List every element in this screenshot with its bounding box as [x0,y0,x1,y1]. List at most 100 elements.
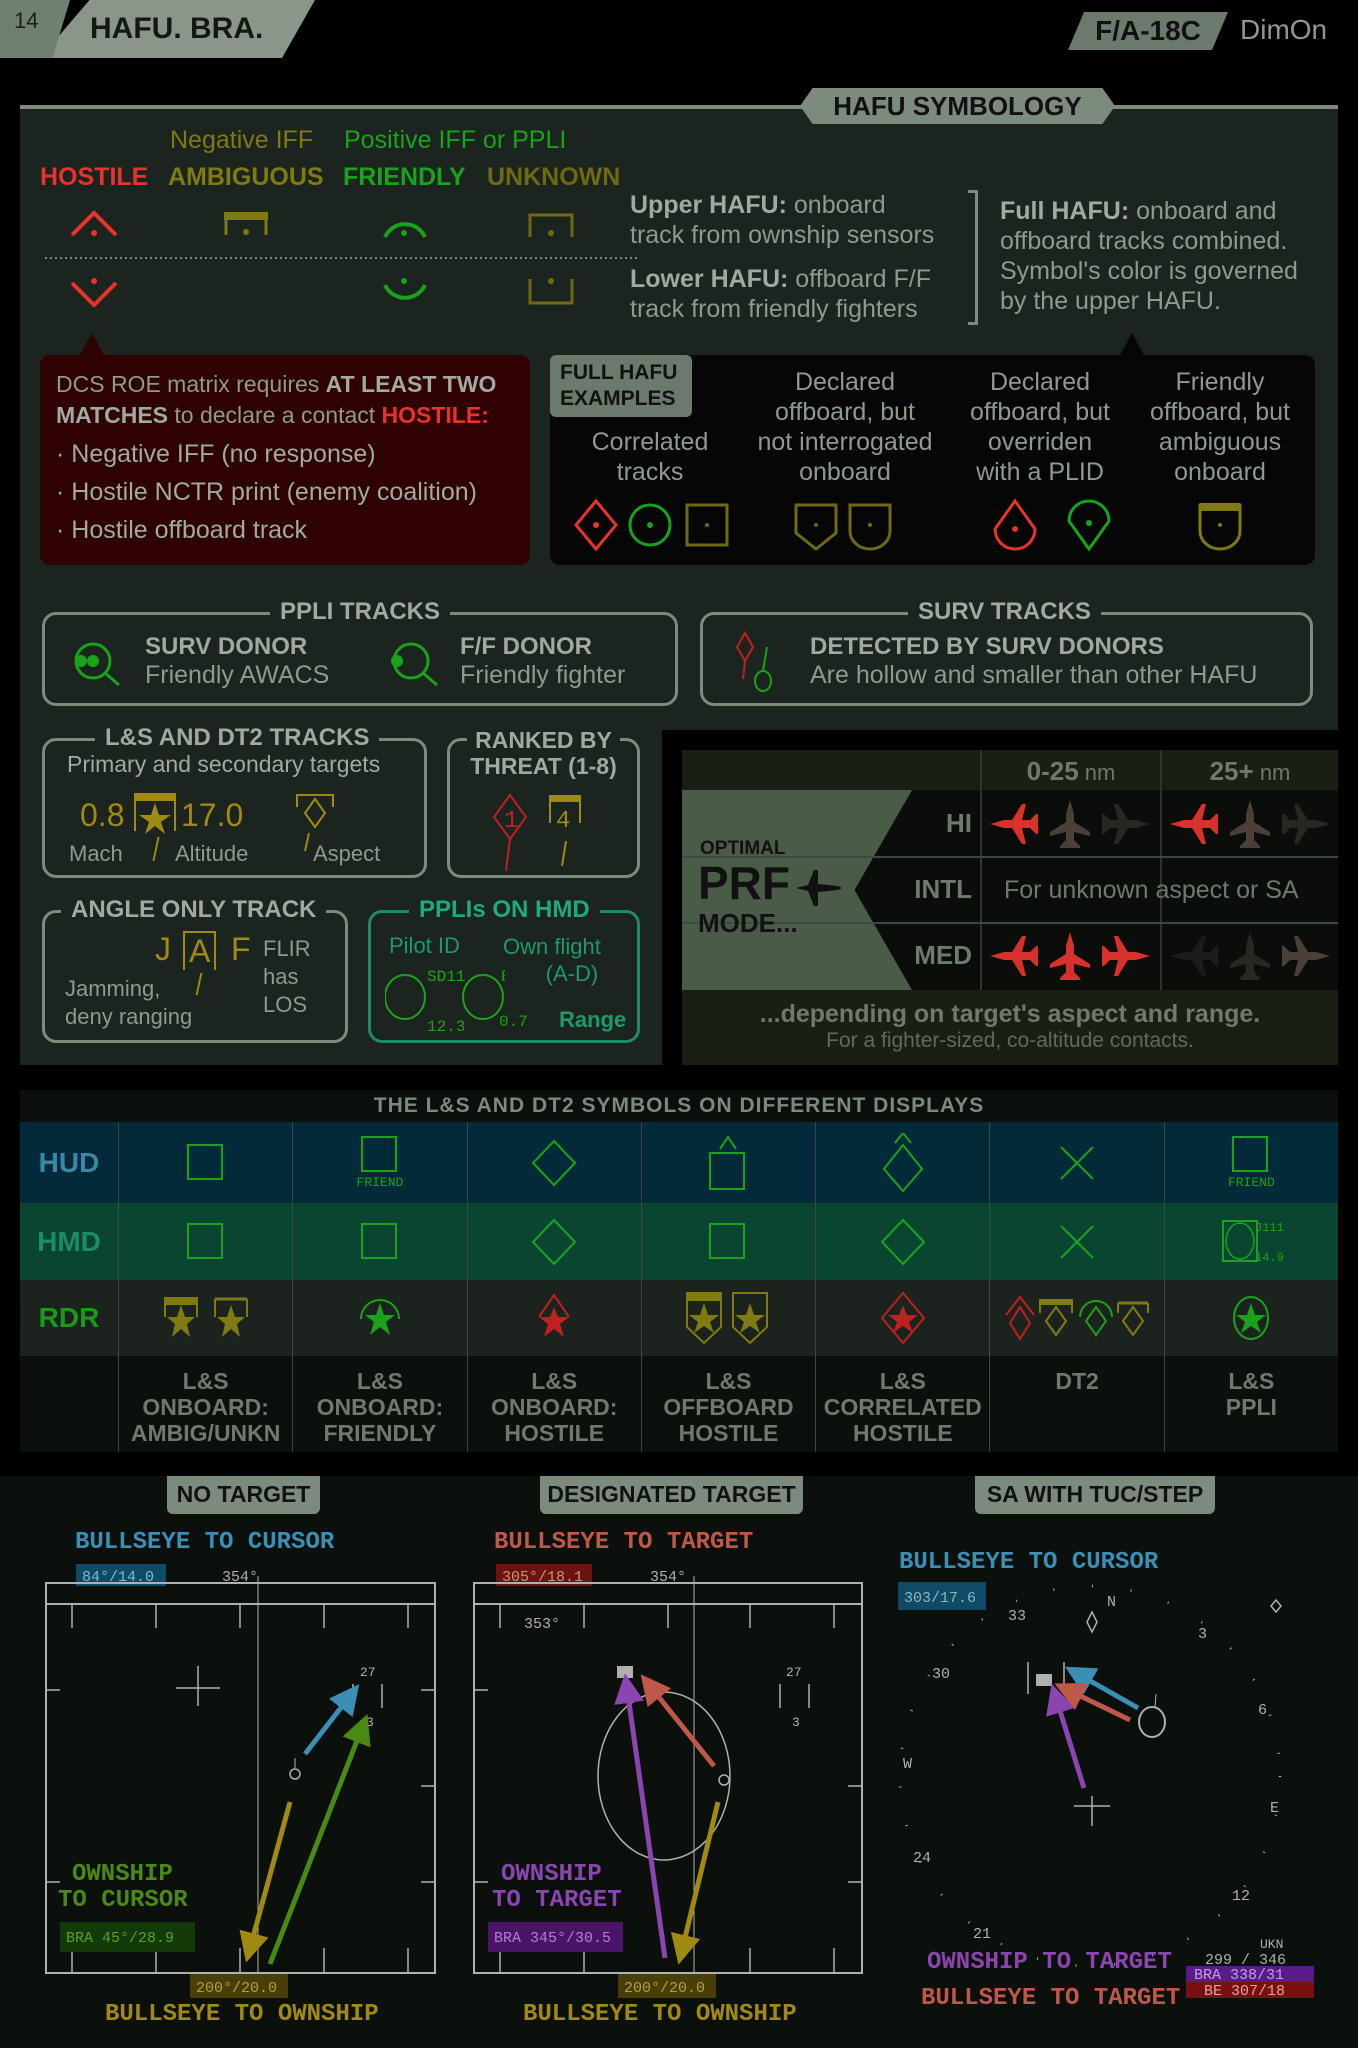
ppli-tracks-box: PPLI TRACKS SURV DONOR Friendly AWACS F/… [42,598,678,706]
mode-label: MODE... [698,908,798,938]
ff-donor-label: F/F DONOR [460,633,592,660]
range-label: Range [559,1007,627,1032]
surv-donor-sub: Friendly AWACS [145,661,330,689]
hi-jets-far [1170,800,1330,848]
optimal-label: OPTIMAL [700,838,786,859]
col-0-25: 0-25 nm [1026,756,1116,786]
square-icon [360,1222,397,1259]
x-icon [1060,1145,1094,1180]
correlated-hostile-icon [880,1291,926,1345]
friend-label: FRIEND [356,1175,404,1190]
declared-unknown-icon [794,503,838,551]
square-icon [186,1143,223,1180]
svg-text:TO CURSOR: TO CURSOR [58,1887,188,1914]
panel-sa-tuc-step: BULLSEYE TO CURSOR 303/17.6 N 3 6 E 12 2… [898,1549,1314,2012]
examples-tag: FULL HAFU EXAMPLES [550,355,692,417]
hafu-symbols [45,210,640,308]
roe-item: · Hostile offboard track [56,516,308,544]
jam-j: J [155,931,171,967]
diamond-icon [531,1218,577,1265]
cell [640,1280,816,1356]
ambig-unknown-star-icons [163,1297,248,1337]
cell [640,1122,816,1203]
table-title: THE L&S AND DT2 SYMBOLS ON DIFFERENT DIS… [20,1090,1338,1122]
row-label-rdr: RDR [20,1280,118,1356]
svg-text:4: 4 [556,808,570,835]
svg-text:BULLSEYE TO OWNSHIP: BULLSEYE TO OWNSHIP [523,2001,797,2028]
hostile-label: HOSTILE [40,163,149,191]
svg-text:27: 27 [360,1665,376,1680]
svg-text:BULLSEYE TO OWNSHIP: BULLSEYE TO OWNSHIP [105,2001,379,2028]
hmd-range-value: 0.7 [499,1013,528,1031]
svg-text:27: 27 [786,1665,802,1680]
svg-text:3: 3 [1198,1626,1207,1643]
unknown-label: UNKNOWN [487,163,621,191]
arrow-ownship-target [614,1673,668,1959]
cell [989,1122,1164,1203]
cell [118,1280,293,1356]
symbols-table: THE L&S AND DT2 SYMBOLS ON DIFFERENT DIS… [20,1090,1338,1452]
diamond-caret-icon [882,1132,924,1193]
col-label: L&S ONBOARD: HOSTILE [466,1356,641,1452]
compass-labels: N 3 6 E 12 21 24 W 30 33 [903,1594,1279,1943]
heading: 354° [222,1569,258,1586]
correlated-unknown-icon [685,503,729,547]
box-title: ANGLE ONLY TRACK [61,896,327,924]
hostile-upper-icon [70,210,118,237]
mach-label: Mach [69,841,123,866]
cell [815,1280,990,1356]
square-icon [360,1136,397,1172]
jam-a: A [183,931,217,970]
med-jets-near [990,932,1150,980]
svg-text:TO TARGET: TO TARGET [492,1887,622,1914]
box-title: PPLI TRACKS [270,598,451,626]
prf-foot-main: ...depending on target's aspect and rang… [759,1000,1261,1028]
ownship-cursor-value: BRA 45°/28.9 [66,1930,174,1947]
hmd-ppli-symbols: SD11 12.3 B [385,968,505,1036]
ff-donor-sub: Friendly fighter [460,661,626,689]
ls-sub: Primary and secondary targets [67,751,381,777]
svg-text:BE 307/18: BE 307/18 [1204,1983,1285,2000]
diamond-icon [880,1218,926,1265]
bullseye-cursor-value: 84°/14.0 [82,1569,154,1586]
svg-text:6: 6 [1258,1702,1267,1719]
cell [989,1203,1164,1280]
friendly-ambiguous-icon [1198,503,1242,551]
arrow-bullseye-cursor [303,1684,360,1756]
cell [989,1280,1164,1356]
svg-text:12: 12 [1232,1888,1250,1905]
plid-hostile-icon [993,498,1037,551]
diamond-icon [531,1139,577,1186]
ls-dt2-box: L&S AND DT2 TRACKS Primary and secondary… [42,724,427,878]
cell [292,1280,467,1356]
svg-text:33: 33 [1008,1608,1026,1625]
svg-text:UKN: UKN [1260,1937,1283,1952]
friendly-label: FRIENDLY [343,163,466,191]
friendly-upper-icon [383,222,427,238]
aspect-label: Aspect [313,841,381,866]
dt2-icons [1005,1295,1150,1341]
upper-hafu-desc: Upper HAFU: onboard track from ownship se… [630,191,935,249]
svg-text:BULLSEYE TO TARGET: BULLSEYE TO TARGET [921,1985,1180,2012]
hi-jets-near [990,800,1150,848]
arrow-bullseye-ownship [670,1801,721,1965]
cell: J111 14.9 [1163,1203,1338,1280]
pointer [80,333,104,355]
ff-donor-icon [391,642,438,687]
svg-text:299 / 346: 299 / 346 [1205,1952,1286,1969]
ranked-box: RANKED BY THREAT (1-8) 1 4 [447,727,640,878]
row-intl: INTL [914,874,972,904]
roe-box: DCS ROE matrix requires AT LEAST TWO MATC… [40,355,530,565]
positive-iff-label: Positive IFF or PPLI [344,126,567,154]
flir-text: FLIR has LOS [263,936,311,1017]
svg-text:E: E [1270,1800,1279,1817]
panel-no-target: BULLSEYE TO CURSOR 84°/14.0 354° 27 3 OW… [45,1529,436,2028]
row-hi: HI [946,808,972,838]
surv-track-icon [735,631,772,692]
correlated-hostile-icon [574,498,618,552]
box-title: L&S AND DT2 TRACKS [95,724,380,752]
pilot-id-label: Pilot ID [389,933,460,958]
example-not-interrogated: Declared offboard, but not interrogated onb… [757,368,933,486]
svg-text:14.9: 14.9 [1255,1251,1284,1265]
square-icon [1232,1136,1269,1172]
